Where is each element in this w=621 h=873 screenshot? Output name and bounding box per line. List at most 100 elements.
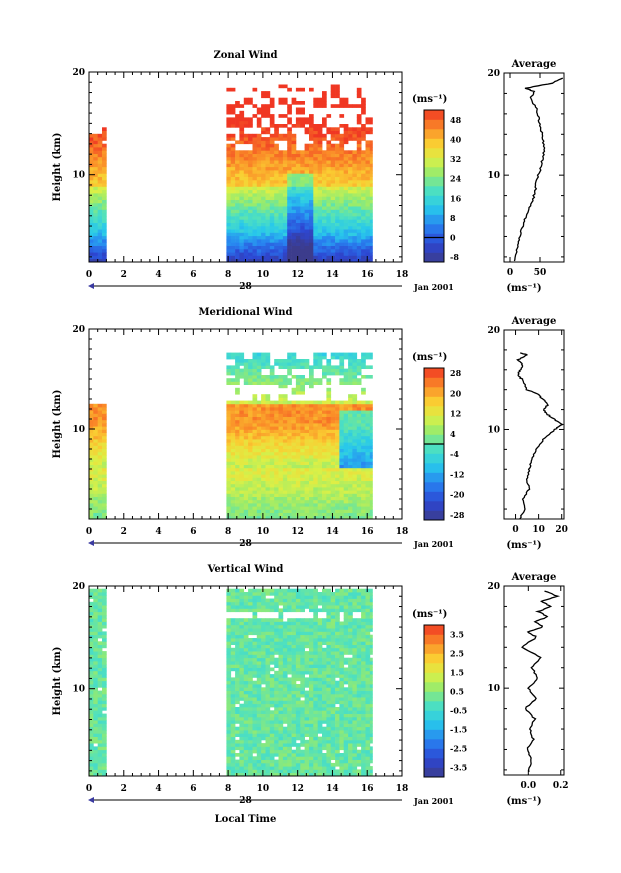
heatmap-cell — [304, 667, 310, 672]
heatmap-cell — [309, 222, 314, 227]
heatmap-cell — [93, 477, 98, 481]
heatmap-cell — [330, 209, 336, 214]
heatmap-cell — [235, 588, 240, 593]
heatmap-cell — [226, 147, 232, 151]
heatmap-cell — [361, 365, 366, 369]
heatmap-cell — [243, 618, 249, 622]
heatmap-cell — [226, 407, 232, 411]
heatmap-cell — [93, 664, 98, 668]
heatmap-cell — [361, 189, 366, 194]
heatmap-cell — [226, 222, 232, 227]
heatmap-cell — [243, 371, 249, 376]
heatmap-cell — [265, 451, 271, 456]
heatmap-cell — [243, 410, 249, 414]
heatmap-cell — [278, 720, 284, 724]
heatmap-cell — [291, 700, 297, 705]
heatmap-cell — [317, 512, 323, 517]
heatmap-cell — [291, 176, 297, 181]
heatmap-cell — [269, 464, 275, 469]
heatmap-cell — [93, 608, 98, 613]
heatmap-cell — [313, 766, 318, 770]
average-frame — [503, 72, 565, 263]
heatmap-cell — [287, 726, 292, 731]
heatmap-cell — [243, 381, 249, 385]
heatmap-cell — [252, 160, 258, 164]
heatmap-cell — [300, 588, 305, 593]
heatmap-cell — [243, 480, 249, 485]
heatmap-cell — [265, 403, 271, 408]
heatmap-cell — [97, 749, 103, 754]
heatmap-cell — [361, 133, 366, 138]
heatmap-cell — [235, 403, 240, 408]
heatmap-cell — [102, 130, 107, 135]
heatmap-cell — [343, 403, 349, 408]
heatmap-cell — [335, 193, 340, 197]
heatmap-cell — [226, 657, 232, 662]
heatmap-cell — [256, 739, 262, 744]
heatmap-cell — [309, 193, 314, 197]
heatmap-cell — [256, 352, 262, 357]
heatmap-cell — [356, 196, 362, 200]
heatmap-cell — [348, 183, 353, 187]
heatmap-cell — [278, 137, 284, 141]
heatmap-cell — [239, 239, 245, 243]
heatmap-cell — [278, 179, 284, 184]
heatmap-cell — [265, 487, 271, 491]
heatmap-cell — [287, 87, 292, 92]
heatmap-cell — [322, 419, 327, 424]
heatmap-cell — [330, 352, 336, 357]
heatmap-cell — [230, 368, 236, 373]
heatmap-cell — [239, 429, 245, 433]
heatmap-cell — [89, 713, 94, 718]
heatmap-cell — [339, 258, 345, 263]
heatmap-cell — [243, 120, 249, 125]
heatmap-cell — [352, 153, 358, 158]
heatmap-cell — [243, 628, 249, 632]
heatmap-cell — [226, 644, 232, 649]
heatmap-cell — [256, 150, 262, 154]
heatmap-cell — [226, 720, 232, 724]
heatmap-cell — [239, 235, 245, 240]
heatmap-cell — [274, 759, 279, 764]
heatmap-cell — [261, 496, 266, 501]
heatmap-cell — [295, 634, 301, 639]
heatmap-cell — [287, 723, 292, 728]
heatmap-cell — [269, 667, 275, 672]
heatmap-cell — [269, 766, 275, 770]
heatmap-cell — [352, 378, 358, 382]
heatmap-cell — [239, 759, 245, 764]
heatmap-cell — [356, 255, 362, 260]
heatmap-cell — [265, 355, 271, 360]
heatmap-cell — [365, 235, 371, 240]
heatmap-cell — [343, 483, 349, 488]
heatmap-cell — [97, 439, 103, 443]
heatmap-cell — [230, 156, 236, 161]
heatmap-cell — [256, 503, 262, 507]
heatmap-cell — [261, 179, 266, 184]
heatmap-cell — [252, 216, 258, 220]
heatmap-cell — [226, 503, 232, 507]
heatmap-cell — [317, 127, 323, 131]
heatmap-cell — [97, 471, 103, 475]
colorbar-tick-label: 20 — [450, 388, 462, 398]
heatmap-cell — [335, 252, 340, 256]
heatmap-cell — [326, 509, 332, 513]
heatmap-cell — [282, 710, 288, 714]
heatmap-cell — [287, 736, 292, 741]
heatmap-cell — [291, 493, 297, 497]
heatmap-cell — [295, 493, 301, 497]
heatmap-cell — [93, 647, 98, 652]
heatmap-cell — [287, 378, 292, 382]
heatmap-cell — [243, 769, 249, 774]
heatmap-cell — [93, 762, 98, 767]
heatmap-cell — [278, 442, 284, 446]
heatmap-cell — [265, 496, 271, 501]
heatmap-cell — [304, 661, 310, 665]
heatmap-cell — [97, 670, 103, 675]
heatmap-cell — [330, 403, 336, 408]
heatmap-cell — [369, 442, 373, 446]
heatmap-cell — [309, 769, 314, 774]
heatmap-cell — [243, 378, 249, 382]
heatmap-cell — [309, 474, 314, 478]
heatmap-cell — [361, 156, 366, 161]
